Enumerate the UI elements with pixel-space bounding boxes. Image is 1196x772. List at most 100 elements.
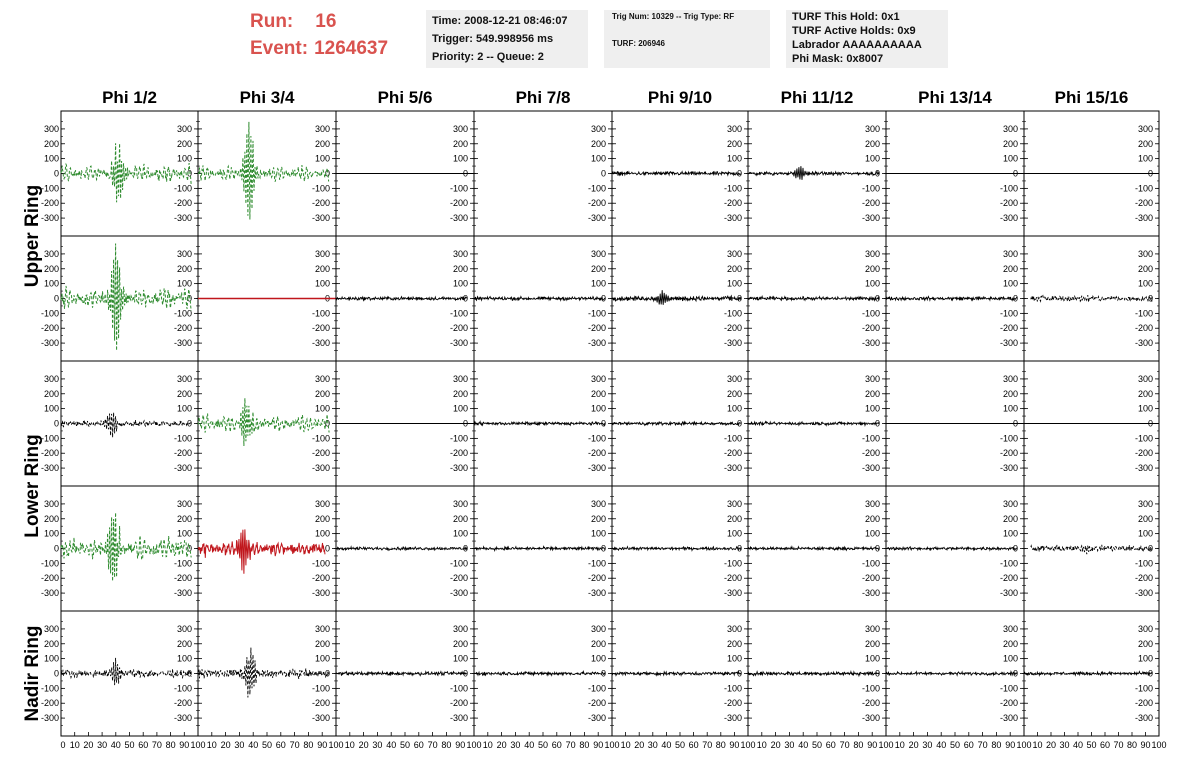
y-tick-label: 200 [865, 514, 880, 524]
y-tick-label: -100 [312, 558, 330, 568]
y-tick-label: -200 [724, 448, 742, 458]
x-tick-label: 20 [221, 740, 231, 750]
x-tick-label: 30 [234, 740, 244, 750]
y-tick-label: -200 [312, 323, 330, 333]
y-tick-label: -300 [862, 213, 880, 223]
y-tick-label: 200 [177, 264, 192, 274]
y-tick-label: 300 [44, 624, 59, 634]
y-tick-label: 100 [727, 529, 742, 539]
y-tick-label: -200 [724, 698, 742, 708]
y-tick-label: -300 [450, 463, 468, 473]
waveform-trace [473, 420, 606, 427]
y-tick-label: 0 [601, 419, 606, 429]
y-tick-label: -300 [1135, 713, 1153, 723]
y-tick-label: 200 [453, 139, 468, 149]
y-tick-label: 300 [453, 124, 468, 134]
y-tick-label: -300 [174, 713, 192, 723]
x-tick-label: 20 [634, 740, 644, 750]
y-tick-label: 300 [453, 624, 468, 634]
x-tick-label: 40 [936, 740, 946, 750]
y-tick-label: 100 [591, 154, 606, 164]
turf-hold-panel: TURF This Hold: 0x1 TURF Active Holds: 0… [786, 10, 948, 68]
waveform-trace [611, 545, 742, 552]
waveform-trace [747, 545, 880, 552]
x-tick-label: 30 [510, 740, 520, 750]
y-tick-label: 100 [453, 654, 468, 664]
y-tick-label: 100 [865, 404, 880, 414]
waveform-trace [747, 420, 880, 428]
y-tick-label: 100 [591, 404, 606, 414]
y-tick-label: -300 [312, 588, 330, 598]
y-tick-label: 300 [727, 124, 742, 134]
waveform-trace [60, 243, 192, 351]
y-tick-label: 100 [453, 404, 468, 414]
y-tick-label: -100 [1000, 683, 1018, 693]
y-tick-label: 200 [1003, 264, 1018, 274]
y-tick-label: 0 [601, 169, 606, 179]
x-tick-label: 10 [1032, 740, 1042, 750]
y-tick-label: 200 [1138, 264, 1153, 274]
y-tick-label: 200 [727, 139, 742, 149]
y-tick-label: -100 [174, 183, 192, 193]
y-tick-label: -300 [450, 588, 468, 598]
y-tick-label: 100 [177, 279, 192, 289]
y-tick-label: -300 [1135, 213, 1153, 223]
y-tick-label: 300 [1138, 374, 1153, 384]
x-tick-label: 20 [771, 740, 781, 750]
y-tick-label: 0 [325, 169, 330, 179]
run-label: Run: [250, 11, 294, 32]
y-tick-label: -200 [724, 573, 742, 583]
y-tick-label: 100 [1138, 404, 1153, 414]
y-tick-label: -300 [450, 338, 468, 348]
y-tick-label: -300 [588, 213, 606, 223]
this-hold-text: TURF This Hold: 0x1 [792, 11, 900, 23]
y-tick-label: 100 [315, 279, 330, 289]
labrador-text: Labrador AAAAAAAAAA [792, 39, 922, 51]
y-tick-label: -100 [174, 683, 192, 693]
waveform-trace [60, 657, 192, 686]
x-tick-label: 70 [566, 740, 576, 750]
y-tick-label: -200 [1000, 698, 1018, 708]
y-tick-label: 200 [591, 139, 606, 149]
y-tick-label: -300 [862, 463, 880, 473]
y-tick-label: -300 [1000, 213, 1018, 223]
y-tick-label: -200 [174, 323, 192, 333]
x-tick-label: 70 [702, 740, 712, 750]
x-tick-label: 90 [317, 740, 327, 750]
y-tick-label: -100 [312, 308, 330, 318]
y-tick-label: -100 [862, 308, 880, 318]
x-tick-label: 10 [345, 740, 355, 750]
y-tick-label: 300 [177, 499, 192, 509]
y-tick-label: 300 [315, 499, 330, 509]
y-tick-label: 300 [44, 499, 59, 509]
waveform-trace [1030, 544, 1153, 555]
x-tick-label: 80 [991, 740, 1001, 750]
waveform-trace [747, 294, 880, 302]
x-tick-label: 10 [70, 740, 80, 750]
waveform-trace [335, 670, 468, 677]
y-tick-label: 0 [325, 669, 330, 679]
y-tick-label: 200 [727, 514, 742, 524]
waveform-trace [1030, 294, 1153, 303]
column-title: Phi 3/4 [240, 88, 295, 107]
y-tick-label: -200 [588, 323, 606, 333]
y-tick-label: 0 [601, 294, 606, 304]
y-tick-label: -300 [588, 338, 606, 348]
waveform-trace [885, 669, 1018, 677]
y-tick-label: 300 [1138, 499, 1153, 509]
priority-text: Priority: 2 -- Queue: 2 [432, 51, 544, 63]
y-tick-label: 300 [1138, 124, 1153, 134]
y-tick-label: 300 [315, 624, 330, 634]
y-tick-label: 100 [453, 529, 468, 539]
x-tick-label: 20 [83, 740, 93, 750]
y-tick-label: 200 [315, 639, 330, 649]
y-tick-label: -300 [174, 463, 192, 473]
y-tick-label: -300 [174, 338, 192, 348]
y-tick-label: 300 [591, 624, 606, 634]
y-tick-label: 100 [591, 279, 606, 289]
y-tick-label: 0 [737, 419, 742, 429]
y-tick-label: -100 [312, 183, 330, 193]
event-line: Event: 1264637 [250, 35, 388, 62]
y-tick-label: 300 [591, 124, 606, 134]
